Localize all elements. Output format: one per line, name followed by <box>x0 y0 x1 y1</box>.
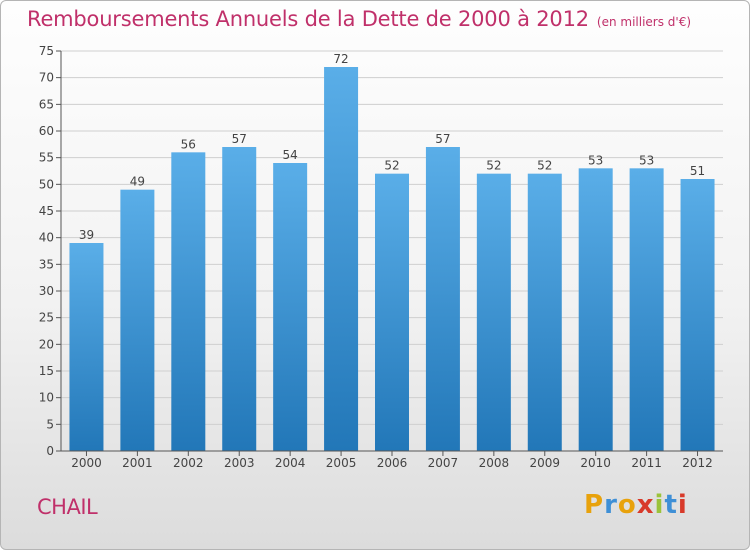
x-tick-label: 2006 <box>377 456 408 470</box>
bar-value-label: 53 <box>639 153 654 167</box>
commune-name: CHAIL <box>37 495 98 519</box>
y-tick-label: 20 <box>39 337 54 351</box>
proxiti-logo: Proxiti <box>584 490 688 520</box>
bar <box>527 173 562 451</box>
x-tick-label: 2001 <box>122 456 153 470</box>
x-tick-label: 2000 <box>71 456 102 470</box>
x-tick-label: 2010 <box>580 456 611 470</box>
bar <box>629 168 664 452</box>
logo-letter: o <box>617 490 637 520</box>
logo-letter: t <box>664 490 678 520</box>
logo-letter: P <box>584 490 605 520</box>
bar <box>578 168 613 452</box>
x-tick-label: 2008 <box>479 456 510 470</box>
bar <box>69 243 104 451</box>
bar <box>476 173 511 451</box>
bar <box>375 173 409 451</box>
chart-title: Remboursements Annuels de la Dette de 20… <box>27 7 589 31</box>
y-tick-label: 60 <box>39 124 54 138</box>
bar-value-label: 52 <box>384 159 399 173</box>
bar-value-label: 56 <box>181 137 196 151</box>
y-tick-label: 45 <box>39 204 54 218</box>
bar-layer: 39 49 56 57 54 72 52 57 52 52 53 53 51 <box>69 52 715 452</box>
y-tick-label: 35 <box>39 257 54 271</box>
bar-value-label: 49 <box>130 175 145 189</box>
bar-value-label: 52 <box>486 159 501 173</box>
x-tick-label: 2009 <box>529 456 560 470</box>
x-tick-label: 2007 <box>428 456 459 470</box>
x-tick-label: 2005 <box>326 456 357 470</box>
y-tick-label: 5 <box>46 417 54 431</box>
bar <box>222 147 257 451</box>
x-tick-label: 2003 <box>224 456 255 470</box>
bar <box>120 189 155 451</box>
y-tick-label: 30 <box>39 284 54 298</box>
y-tick-label: 0 <box>46 444 54 458</box>
x-tick-label: 2004 <box>275 456 306 470</box>
logo-letter: i <box>654 490 665 520</box>
bar-value-label: 72 <box>333 52 348 66</box>
x-tick-label: 2011 <box>631 456 662 470</box>
bar-value-label: 39 <box>79 228 94 242</box>
x-tick-label: 2002 <box>173 456 204 470</box>
bar <box>273 163 308 451</box>
x-tick-label: 2012 <box>682 456 713 470</box>
y-tick-label: 70 <box>39 71 54 85</box>
bar <box>324 67 359 451</box>
chart-unit: (en milliers d'€) <box>596 15 692 29</box>
logo-letter: x <box>636 490 655 520</box>
bar-value-label: 57 <box>435 132 450 146</box>
bar-value-label: 51 <box>690 164 705 178</box>
y-tick-label: 65 <box>39 97 54 111</box>
bar-value-label: 52 <box>537 159 552 173</box>
bar <box>680 179 715 451</box>
y-tick-label: 15 <box>39 364 54 378</box>
y-tick-label: 55 <box>39 151 54 165</box>
y-tick-label: 25 <box>39 311 54 325</box>
y-tick-label: 10 <box>39 391 54 405</box>
bar-value-label: 53 <box>588 153 603 167</box>
title-row: Remboursements Annuels de la Dette de 20… <box>27 7 691 31</box>
y-tick-label: 50 <box>39 177 54 191</box>
bar <box>171 152 206 452</box>
logo-letter: i <box>677 490 688 520</box>
bar-value-label: 57 <box>232 132 247 146</box>
y-tick-label: 75 <box>39 44 54 58</box>
logo-letter: r <box>604 490 618 520</box>
y-tick-label: 40 <box>39 231 54 245</box>
bar-value-label: 54 <box>283 148 298 162</box>
bar <box>425 147 460 451</box>
axis-layer: 0 5 10 15 20 25 30 35 40 45 50 55 60 65 70 75 2000 2001 20… <box>39 44 723 470</box>
